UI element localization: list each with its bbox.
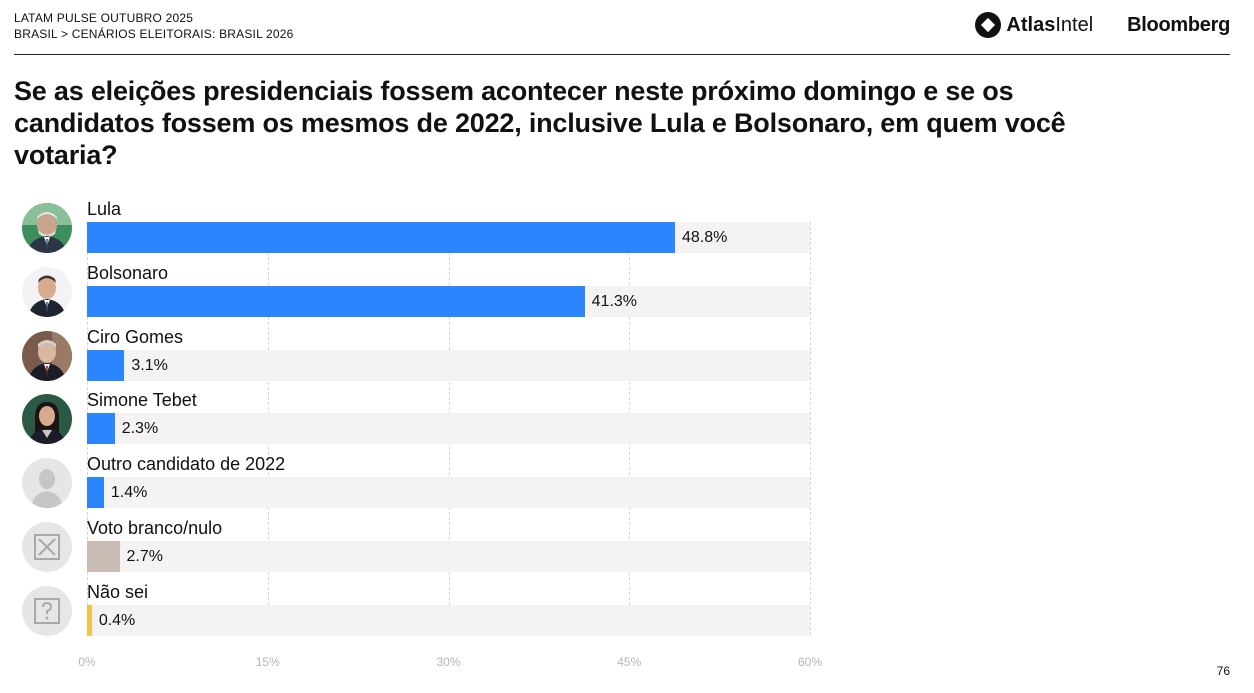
category-label: Lula (87, 199, 122, 219)
data-label: 2.7% (126, 548, 163, 565)
category-label: Não sei (87, 581, 149, 602)
photo-simone-tebet-icon (22, 394, 72, 445)
bar-track: 2.7% (87, 541, 810, 572)
bar-row-lula: Lula 48.8% (0, 198, 840, 262)
category-label: Bolsonaro (87, 262, 169, 283)
atlasintel-mark-icon (975, 12, 1002, 38)
question-box-icon (22, 585, 72, 636)
person-silhouette-icon (22, 458, 72, 509)
data-label: 0.4% (98, 611, 136, 629)
bar-row-outro-candidato-de-2022: Outro candidato de 2022 1.4% (0, 453, 840, 517)
bloomberg-logo: Bloomberg (1127, 13, 1230, 36)
data-label: 41.3% (591, 292, 638, 310)
page-number: 76 (1216, 664, 1230, 678)
bar-lula (87, 222, 676, 253)
photo-ciro-gomes-icon (22, 330, 72, 381)
data-label: 2.3% (121, 420, 159, 438)
category-label: Voto branco/nulo (87, 518, 223, 538)
bar-row-ciro-gomes: Ciro Gomes 3.1% (0, 326, 840, 390)
bar-track: 41.3% (87, 285, 810, 317)
bar-nao-sei (87, 604, 92, 636)
bar-row-simone-tebet: Simone Tebet 2.3% (0, 389, 840, 453)
bar-voto-branco-nulo (87, 541, 120, 572)
category-label: Simone Tebet (87, 390, 197, 411)
x-box-icon (22, 522, 72, 572)
data-label: 1.4% (110, 484, 148, 502)
bar-row-nao-sei: Não sei 0.4% (0, 581, 840, 645)
report-header: LATAM PULSE OUTUBRO 2025 BRASIL > CENÁRI… (14, 10, 1230, 54)
photo-bolsonaro-icon (22, 266, 72, 317)
bar-ciro-gomes (87, 349, 125, 381)
data-label: 48.8% (682, 229, 728, 246)
atlasintel-logo-bold: Atlas (1006, 13, 1056, 36)
atlasintel-logo: AtlasIntel (975, 12, 1093, 38)
bar-outro-candidato-de-2022 (87, 477, 104, 509)
category-label: Outro candidato de 2022 (87, 454, 286, 475)
bar-simone-tebet (87, 413, 115, 445)
bar-row-bolsonaro: Bolsonaro 41.3% (0, 262, 840, 326)
report-title: LATAM PULSE OUTUBRO 2025 (14, 11, 194, 25)
bar-bolsonaro (87, 285, 585, 317)
bar-track: 3.1% (87, 349, 810, 381)
category-label: Ciro Gomes (87, 326, 184, 347)
survey-question: Se as eleições presidenciais fossem acon… (14, 76, 1066, 170)
atlasintel-logo-rest: Intel (1055, 13, 1094, 36)
bar-track: 48.8% (87, 222, 810, 253)
photo-lula-icon (22, 203, 72, 253)
header-divider (14, 54, 1230, 55)
bar-track: 0.4% (87, 604, 810, 636)
brand-logos: AtlasIntel Bloomberg (975, 12, 1230, 38)
bar-row-voto-branco-nulo: Voto branco/nulo 2.7% (0, 517, 840, 581)
bar-track: 2.3% (87, 413, 810, 445)
bar-track: 1.4% (87, 477, 810, 509)
data-label: 3.1% (131, 356, 168, 374)
breadcrumb: BRASIL > CENÁRIOS ELEITORAIS: BRASIL 202… (14, 27, 294, 41)
